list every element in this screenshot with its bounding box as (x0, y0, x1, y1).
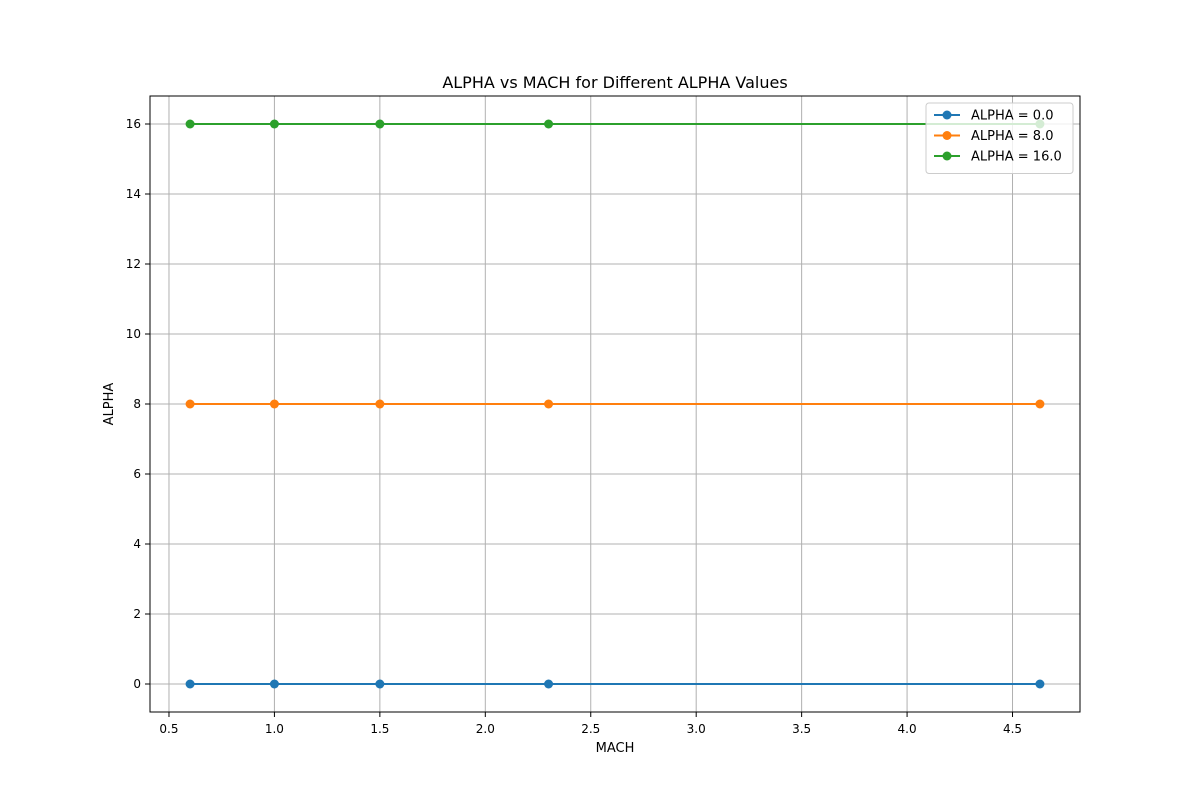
x-tick-label: 2.5 (581, 722, 600, 736)
data-point (269, 119, 279, 129)
series-layer (185, 119, 1045, 689)
y-tick-label: 16 (126, 117, 141, 131)
y-axis: 0 2 4 6 8 10 12 14 16 (126, 117, 150, 691)
data-point (185, 679, 195, 689)
x-tick-label: 1.5 (370, 722, 389, 736)
legend-item: ALPHA = 16.0 (934, 150, 1062, 165)
y-tick-label: 2 (133, 607, 141, 621)
legend-label: ALPHA = 16.0 (971, 150, 1062, 165)
legend: ALPHA = 0.0 ALPHA = 8.0 ALPHA = 16.0 (925, 102, 1074, 174)
x-tick-label: 4.5 (1003, 722, 1022, 736)
legend-marker (942, 151, 952, 161)
data-point (185, 399, 195, 409)
data-point (375, 119, 385, 129)
data-point (544, 119, 554, 129)
x-tick-label: 0.5 (159, 722, 178, 736)
y-tick-label: 10 (126, 327, 141, 341)
x-tick-label: 3.0 (687, 722, 706, 736)
data-point (269, 679, 279, 689)
y-tick-label: 14 (126, 187, 141, 201)
series-2 (185, 119, 1045, 129)
y-tick-label: 4 (133, 537, 141, 551)
legend-box (925, 102, 1074, 174)
x-axis: 0.5 1.0 1.5 2.0 2.5 3.0 3.5 4.0 4.5 (159, 712, 1022, 736)
y-axis-label: ALPHA (102, 383, 117, 426)
legend-marker (942, 131, 952, 140)
data-point (544, 679, 554, 689)
y-tick-label: 8 (133, 397, 141, 411)
y-tick-label: 12 (126, 257, 141, 271)
data-point (1035, 399, 1045, 409)
x-tick-label: 4.0 (898, 722, 917, 736)
legend-item: ALPHA = 8.0 (934, 129, 1053, 144)
legend-label: ALPHA = 8.0 (971, 129, 1053, 144)
x-tick-label: 1.0 (265, 722, 284, 736)
chart-title: ALPHA vs MACH for Different ALPHA Values (442, 73, 787, 92)
x-axis-label: MACH (596, 741, 635, 756)
data-point (1035, 679, 1045, 689)
legend-item: ALPHA = 0.0 (934, 109, 1053, 124)
y-tick-label: 0 (133, 677, 141, 691)
x-tick-label: 3.5 (792, 722, 811, 736)
data-point (185, 119, 195, 129)
series-1 (185, 399, 1045, 409)
data-point (544, 399, 554, 409)
data-point (375, 399, 385, 409)
x-tick-label: 2.0 (476, 722, 495, 736)
y-tick-label: 6 (133, 467, 141, 481)
data-point (375, 679, 385, 689)
legend-label: ALPHA = 0.0 (971, 109, 1053, 124)
legend-marker (942, 110, 952, 120)
data-point (269, 399, 279, 409)
series-0 (185, 679, 1045, 689)
